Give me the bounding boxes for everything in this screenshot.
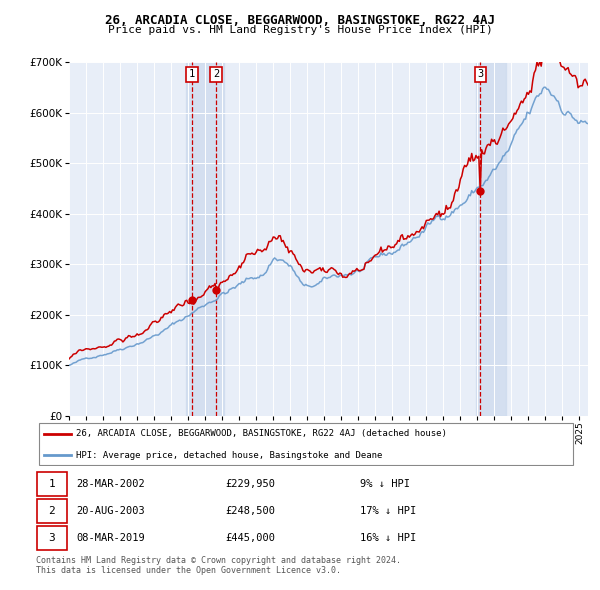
Text: Contains HM Land Registry data © Crown copyright and database right 2024.: Contains HM Land Registry data © Crown c… [36, 556, 401, 565]
Text: 9% ↓ HPI: 9% ↓ HPI [360, 479, 410, 489]
Text: 28-MAR-2002: 28-MAR-2002 [77, 479, 145, 489]
FancyBboxPatch shape [37, 472, 67, 496]
Text: 3: 3 [478, 70, 484, 79]
Text: £229,950: £229,950 [225, 479, 275, 489]
Text: 1: 1 [189, 70, 196, 79]
Text: HPI: Average price, detached house, Basingstoke and Deane: HPI: Average price, detached house, Basi… [77, 451, 383, 460]
Text: 2: 2 [49, 506, 55, 516]
Bar [476, 62, 506, 416]
Text: 26, ARCADIA CLOSE, BEGGARWOOD, BASINGSTOKE, RG22 4AJ: 26, ARCADIA CLOSE, BEGGARWOOD, BASINGSTO… [105, 14, 495, 27]
Text: 26, ARCADIA CLOSE, BEGGARWOOD, BASINGSTOKE, RG22 4AJ (detached house): 26, ARCADIA CLOSE, BEGGARWOOD, BASINGSTO… [77, 430, 448, 438]
Text: 20-AUG-2003: 20-AUG-2003 [77, 506, 145, 516]
Text: £248,500: £248,500 [225, 506, 275, 516]
FancyBboxPatch shape [37, 526, 67, 550]
Text: 16% ↓ HPI: 16% ↓ HPI [360, 533, 416, 543]
FancyBboxPatch shape [39, 423, 574, 465]
Text: This data is licensed under the Open Government Licence v3.0.: This data is licensed under the Open Gov… [36, 566, 341, 575]
Text: 17% ↓ HPI: 17% ↓ HPI [360, 506, 416, 516]
Bar [187, 62, 224, 416]
Text: 3: 3 [49, 533, 55, 543]
Text: £445,000: £445,000 [225, 533, 275, 543]
Text: 08-MAR-2019: 08-MAR-2019 [77, 533, 145, 543]
FancyBboxPatch shape [37, 499, 67, 523]
Text: 1: 1 [49, 479, 55, 489]
Text: 2: 2 [213, 70, 219, 79]
Text: Price paid vs. HM Land Registry's House Price Index (HPI): Price paid vs. HM Land Registry's House … [107, 25, 493, 35]
